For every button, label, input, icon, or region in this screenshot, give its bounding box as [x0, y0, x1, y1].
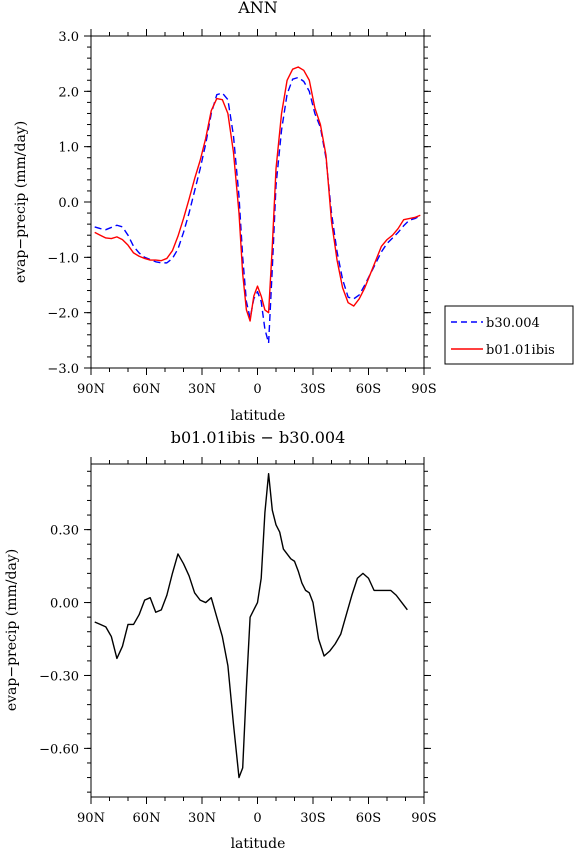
x-tick-label: 90N: [77, 382, 105, 397]
chart1-plot-frame: [90, 35, 425, 369]
y-tick-label: 2.0: [58, 85, 79, 100]
x-tick-label: 30N: [188, 811, 216, 826]
y-tick-label: −0.30: [39, 669, 79, 684]
bottom-chart: b01.01ibis − b30.004 90N 60N 30N 0 30S 60S 90S…: [4, 428, 437, 851]
series-line-b30004: [94, 76, 421, 344]
chart1-title: ANN: [237, 0, 278, 17]
legend-label-b0101ibis: b01.01ibis: [486, 343, 555, 358]
top-chart: ANN 90N 60N 30N 0 30S 60S 90S 3.0 2.0 1.0 0.0 −1.0 −…: [13, 0, 574, 424]
legend-box: [444, 305, 574, 365]
chart1-y-axis-title: evap−precip (mm/day): [13, 121, 29, 283]
y-tick-label: −0.60: [39, 742, 79, 757]
y-tick-label: −3.0: [47, 362, 79, 377]
chart1-axes: 90N 60N 30N 0 30S 60S 90S 3.0 2.0 1.0 0.0 −1.0 −2.0 −…: [47, 29, 437, 397]
y-tick-label: −1.0: [47, 251, 79, 266]
chart1-x-axis-title: latitude: [231, 408, 286, 424]
x-tick-label: 60N: [133, 811, 161, 826]
x-tick-label: 30S: [300, 811, 325, 826]
series-line-b0101ibis: [94, 66, 421, 322]
x-tick-label: 0: [253, 382, 261, 397]
x-tick-label: 30N: [188, 382, 216, 397]
y-tick-label: 1.0: [58, 141, 79, 156]
x-tick-label: 60S: [356, 811, 381, 826]
chart1-series-group: [94, 66, 421, 344]
x-tick-label: 90N: [77, 811, 105, 826]
chart2-series-group: [94, 473, 408, 779]
chart2-y-axis-title: evap−precip (mm/day): [4, 549, 20, 711]
x-tick-label: 60S: [356, 382, 381, 397]
chart1-legend: b30.004 b01.01ibis: [444, 305, 574, 365]
chart2-axes: 90N 60N 30N 0 30S 60S 90S 0.30 0.00 −0.30 −0.60: [39, 457, 437, 826]
legend-label-b30004: b30.004: [486, 316, 540, 331]
x-tick-label: 90S: [411, 382, 436, 397]
y-tick-label: 0.30: [50, 524, 79, 539]
y-tick-label: 0.00: [50, 597, 79, 612]
series-line-difference: [94, 473, 408, 779]
x-tick-label: 30S: [300, 382, 325, 397]
y-tick-label: 0.0: [58, 196, 79, 211]
x-tick-label: 90S: [411, 811, 436, 826]
chart2-x-axis-title: latitude: [231, 836, 286, 851]
chart2-plot-frame: [90, 463, 425, 798]
y-tick-label: −2.0: [47, 307, 79, 322]
x-tick-label: 0: [253, 811, 261, 826]
y-tick-label: 3.0: [58, 30, 79, 45]
x-tick-label: 60N: [133, 382, 161, 397]
chart2-title: b01.01ibis − b30.004: [171, 428, 346, 447]
